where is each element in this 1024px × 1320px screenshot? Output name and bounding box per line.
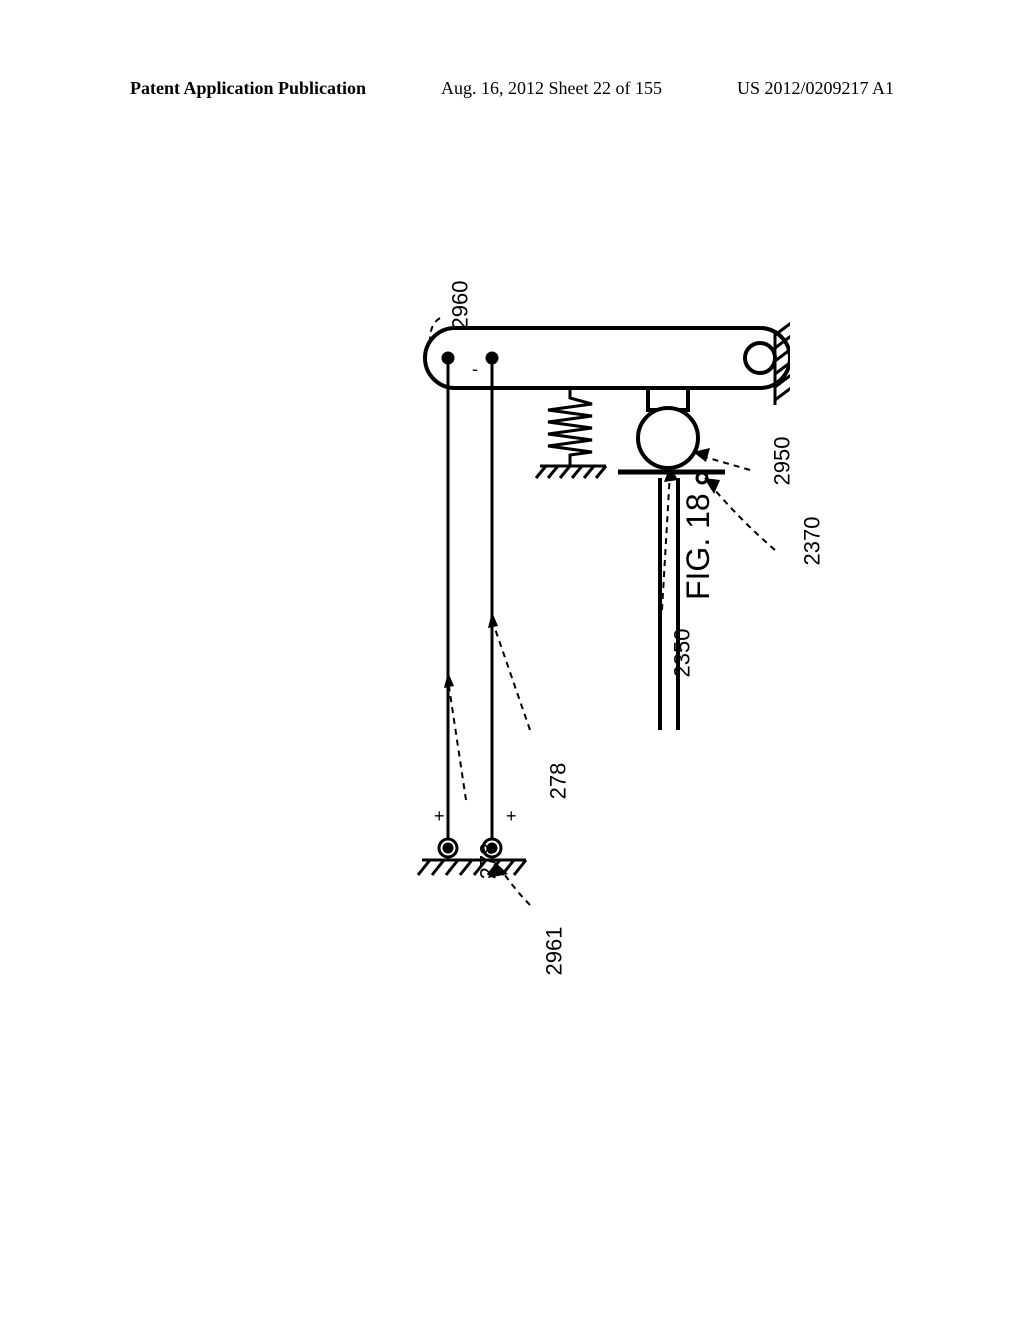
header-date-sheet: Aug. 16, 2012 Sheet 22 of 155 — [441, 78, 662, 99]
ref-278-a: 278 — [475, 843, 501, 880]
figure-label: FIG. 18 — [680, 493, 717, 600]
svg-text:-: - — [472, 359, 478, 379]
ref-2950: 2950 — [769, 437, 795, 486]
ref-2961: 2961 — [541, 927, 567, 976]
ref-2960: 2960 — [447, 281, 473, 330]
page-header: Patent Application Publication Aug. 16, … — [0, 78, 1024, 99]
header-pub-number: US 2012/0209217 A1 — [737, 78, 894, 99]
ref-2370: 2370 — [799, 517, 825, 566]
ref-278-b: 278 — [545, 763, 571, 800]
ref-2350: 2350 — [669, 629, 695, 678]
svg-text:+: + — [506, 806, 517, 826]
header-publication: Patent Application Publication — [130, 78, 366, 99]
svg-text:+: + — [434, 806, 445, 826]
figure-svg: + - + — [230, 300, 790, 1000]
